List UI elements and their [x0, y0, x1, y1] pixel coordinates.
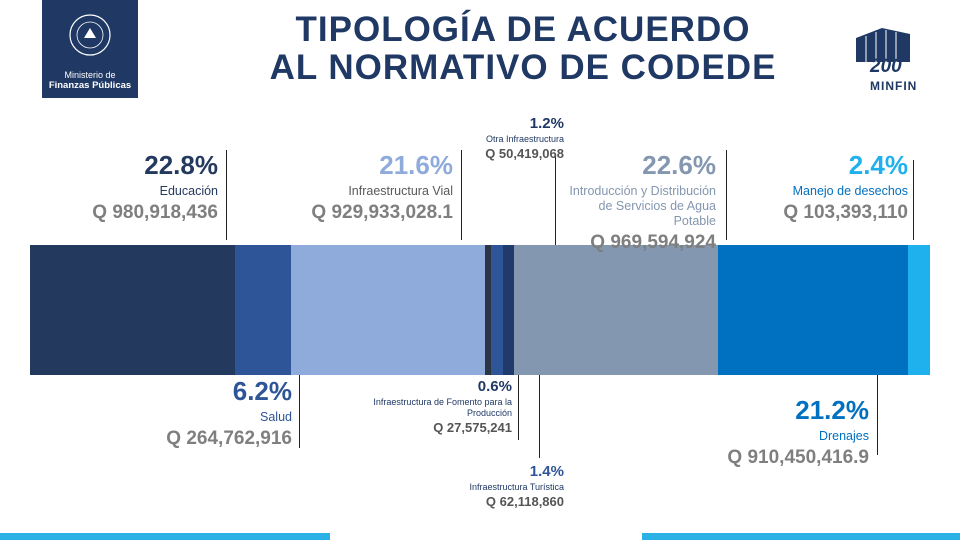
bar-segment: [485, 245, 491, 375]
leader-line: [555, 155, 556, 245]
leader-line: [877, 375, 878, 455]
percent-label: 22.8%: [144, 150, 218, 180]
segment-label: 21.6% Infraestructura Vial Q 929,933,028.1: [153, 150, 453, 224]
bar-segment: [30, 245, 236, 375]
leader-line: [226, 150, 227, 240]
category-label: Infraestructura de Fomento para la Produ…: [373, 397, 512, 418]
category-label: Infraestructura Vial: [348, 184, 453, 198]
category-label: Introducción y Distribución de Servicios…: [569, 184, 716, 228]
building: [856, 28, 910, 62]
bar-segment: [235, 245, 291, 375]
leader-line: [518, 375, 519, 440]
category-label: Drenajes: [818, 429, 869, 443]
segment-label: 0.6% Infraestructura de Fomento para la P…: [212, 378, 512, 435]
segment-label: 1.2% Otra Infraestructura Q 50,419,068: [264, 115, 564, 161]
percent-label: 2.4%: [848, 150, 908, 180]
percent-label: 21.2%: [795, 395, 869, 425]
chart-title: TIPOLOGÍA DE ACUERDO: [295, 10, 751, 49]
amount-label: Q 264,762,916: [166, 428, 292, 449]
amount-label: Q 929,933,028.1: [311, 202, 453, 223]
category-label: Salud: [260, 410, 292, 424]
leader-line: [726, 150, 727, 240]
segment-label: 6.2% Salud Q 264,762,916: [0, 376, 292, 450]
bar-segment: [908, 245, 930, 375]
amount-label: Q 969,594,924: [590, 232, 716, 253]
segment-label: 21.2% Drenajes Q 910,450,416.9: [569, 395, 869, 469]
amount-label: Q 910,450,416.9: [727, 447, 869, 468]
segment-label: 2.4% Manejo de desechos Q 103,393,110: [608, 150, 908, 224]
percent-label: 6.2%: [232, 376, 292, 406]
segment-label: 22.6% Introducción y Distribución de Serv…: [416, 150, 716, 254]
bar-segment: [503, 245, 515, 375]
category-label: Otra Infraestructura: [485, 134, 564, 144]
amount-label: Q 27,575,241: [433, 420, 512, 435]
segment-label: 1.4% Infraestructura Turística Q 62,118,86…: [264, 463, 564, 509]
amount-label: Q 980,918,436: [92, 202, 218, 223]
category-label: Infraestructura Turística: [469, 482, 564, 492]
emblem: [69, 14, 111, 56]
percent-label: 0.6%: [477, 378, 512, 395]
anniversary: 200: [870, 56, 902, 77]
amount-label: Q 62,118,860: [485, 494, 564, 509]
minfin-logo: 200 MINFIN: [852, 24, 924, 100]
footer-strip: [642, 533, 960, 540]
bar-segment: [291, 245, 486, 375]
ministry-logo: Ministerio de Finanzas Públicas: [42, 0, 138, 98]
bar-segment: [717, 245, 909, 375]
ministry-line: Ministerio de: [64, 70, 116, 80]
leader-line: [461, 150, 462, 240]
category-label: Manejo de desechos: [792, 184, 908, 198]
percent-label: 1.2%: [529, 115, 564, 132]
leader-line: [299, 375, 300, 448]
brand: MINFIN: [870, 79, 918, 93]
amount-label: Q 50,419,068: [485, 146, 564, 161]
leader-line: [913, 160, 914, 240]
amount-label: Q 103,393,110: [783, 202, 908, 223]
chart-title: AL NORMATIVO DE CODEDE: [269, 48, 777, 87]
percent-label: 22.6%: [642, 150, 716, 180]
ministry-line: Finanzas Públicas: [48, 80, 132, 91]
bar-segment: [490, 245, 504, 375]
percent-label: 1.4%: [529, 463, 564, 480]
category-label: Educación: [159, 184, 218, 198]
bar-segment: [514, 245, 718, 375]
footer-strip: [0, 533, 330, 540]
percent-label: 21.6%: [379, 150, 453, 180]
segment-label: 22.8% Educación Q 980,918,436: [0, 150, 218, 224]
leader-line: [539, 375, 540, 458]
